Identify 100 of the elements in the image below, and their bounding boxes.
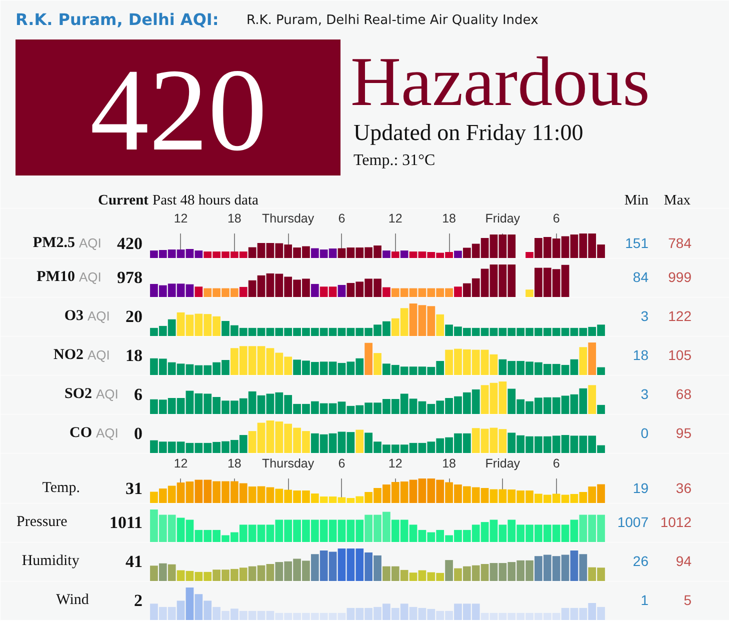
bar xyxy=(194,594,203,620)
x-tick-label: 6 xyxy=(552,212,560,226)
text: 1007 xyxy=(617,514,649,530)
text: 2 xyxy=(134,591,142,610)
x-tick-label: 18 xyxy=(442,212,456,226)
x-tick-label: 18 xyxy=(442,456,456,470)
bar xyxy=(176,600,185,620)
text: Updated on Friday 11:00 xyxy=(354,120,584,145)
chart-title: Wind xyxy=(56,592,90,608)
bar xyxy=(382,287,390,297)
chart-title: PM2.5 xyxy=(32,234,76,251)
text: 41 xyxy=(126,552,142,571)
chart-title: Humidity xyxy=(22,553,80,569)
text: 94 xyxy=(676,553,692,569)
bar xyxy=(579,347,588,375)
chart-title: SO2 xyxy=(64,386,92,402)
bar xyxy=(158,563,167,581)
text: 978 xyxy=(117,268,142,287)
x-tick-label: 12 xyxy=(174,456,188,470)
bar xyxy=(239,286,248,297)
bar xyxy=(400,250,408,258)
bar xyxy=(597,404,605,414)
text: R.K. Puram, Delhi AQI: xyxy=(16,10,219,29)
text: 68 xyxy=(676,386,692,402)
bar xyxy=(391,252,400,258)
text: Hazardous xyxy=(350,44,650,121)
text: 420 xyxy=(117,234,142,253)
text: 0 xyxy=(640,425,649,441)
bar xyxy=(597,367,605,375)
chart-subtitle: AQI xyxy=(88,348,110,362)
text: 784 xyxy=(668,234,692,251)
text: 36 xyxy=(676,480,692,496)
text: 5 xyxy=(684,592,692,608)
bar xyxy=(204,600,212,620)
bar xyxy=(579,554,588,581)
bar xyxy=(374,353,382,375)
text: 31 xyxy=(126,478,142,498)
bar xyxy=(400,570,408,581)
text: 18 xyxy=(632,347,649,363)
text: 0 xyxy=(134,424,142,443)
chart-title: O3 xyxy=(64,308,84,324)
x-tick-label: 12 xyxy=(388,456,402,470)
bar xyxy=(310,554,319,581)
bar xyxy=(526,252,534,258)
bar xyxy=(150,566,158,581)
bar xyxy=(570,550,578,581)
x-tick-label: Thursday xyxy=(262,212,315,226)
bar xyxy=(364,342,372,375)
bar xyxy=(186,588,194,620)
text: Current xyxy=(98,192,149,208)
bar xyxy=(364,552,372,581)
text: 151 xyxy=(625,234,649,251)
x-tick-label: 18 xyxy=(227,456,242,470)
bar xyxy=(588,486,596,503)
text: 6 xyxy=(134,385,142,404)
bar xyxy=(526,290,534,297)
bar xyxy=(588,342,596,375)
chart-title: Temp. xyxy=(42,480,80,496)
text: 1011 xyxy=(109,513,142,532)
bar xyxy=(168,564,176,581)
bar xyxy=(454,286,462,297)
text: Max xyxy=(664,192,692,208)
bar xyxy=(597,484,605,503)
text: 19 xyxy=(632,480,649,496)
bar xyxy=(454,568,462,581)
bar xyxy=(382,250,390,258)
chart-title: CO xyxy=(70,425,92,441)
text: 122 xyxy=(668,308,692,324)
text: Min xyxy=(624,192,650,208)
text: 999 xyxy=(668,269,692,285)
text: 95 xyxy=(676,425,692,441)
bar xyxy=(150,492,158,503)
text: 18 xyxy=(126,346,142,365)
x-tick-label: Friday xyxy=(485,456,521,470)
bar xyxy=(338,284,346,297)
text: R.K. Puram, Delhi Real-time Air Quality Index xyxy=(246,13,539,28)
x-tick-label: 12 xyxy=(174,212,188,226)
text: 1 xyxy=(640,592,649,608)
bar xyxy=(579,492,588,503)
x-tick-label: Thursday xyxy=(262,456,315,470)
text: 20 xyxy=(126,307,142,326)
text: 3 xyxy=(640,308,649,324)
text: 105 xyxy=(668,347,692,363)
text: Temp.: 31°C xyxy=(354,152,436,169)
bar xyxy=(310,494,319,503)
bar xyxy=(454,250,462,258)
bar xyxy=(356,430,364,453)
chart-subtitle: AQI xyxy=(79,235,102,250)
bar xyxy=(310,284,319,297)
bar xyxy=(374,488,382,503)
chart-title: PM10 xyxy=(36,269,76,285)
text: 420 xyxy=(90,44,267,176)
text: 3 xyxy=(640,386,649,402)
chart-subtitle: AQI xyxy=(88,308,110,324)
chart-title: NO2 xyxy=(54,347,84,363)
text: 1012 xyxy=(660,514,692,530)
chart-subtitle: AQI xyxy=(96,426,118,440)
bar xyxy=(436,314,444,336)
x-tick-label: 18 xyxy=(227,212,242,226)
bar xyxy=(194,286,203,297)
